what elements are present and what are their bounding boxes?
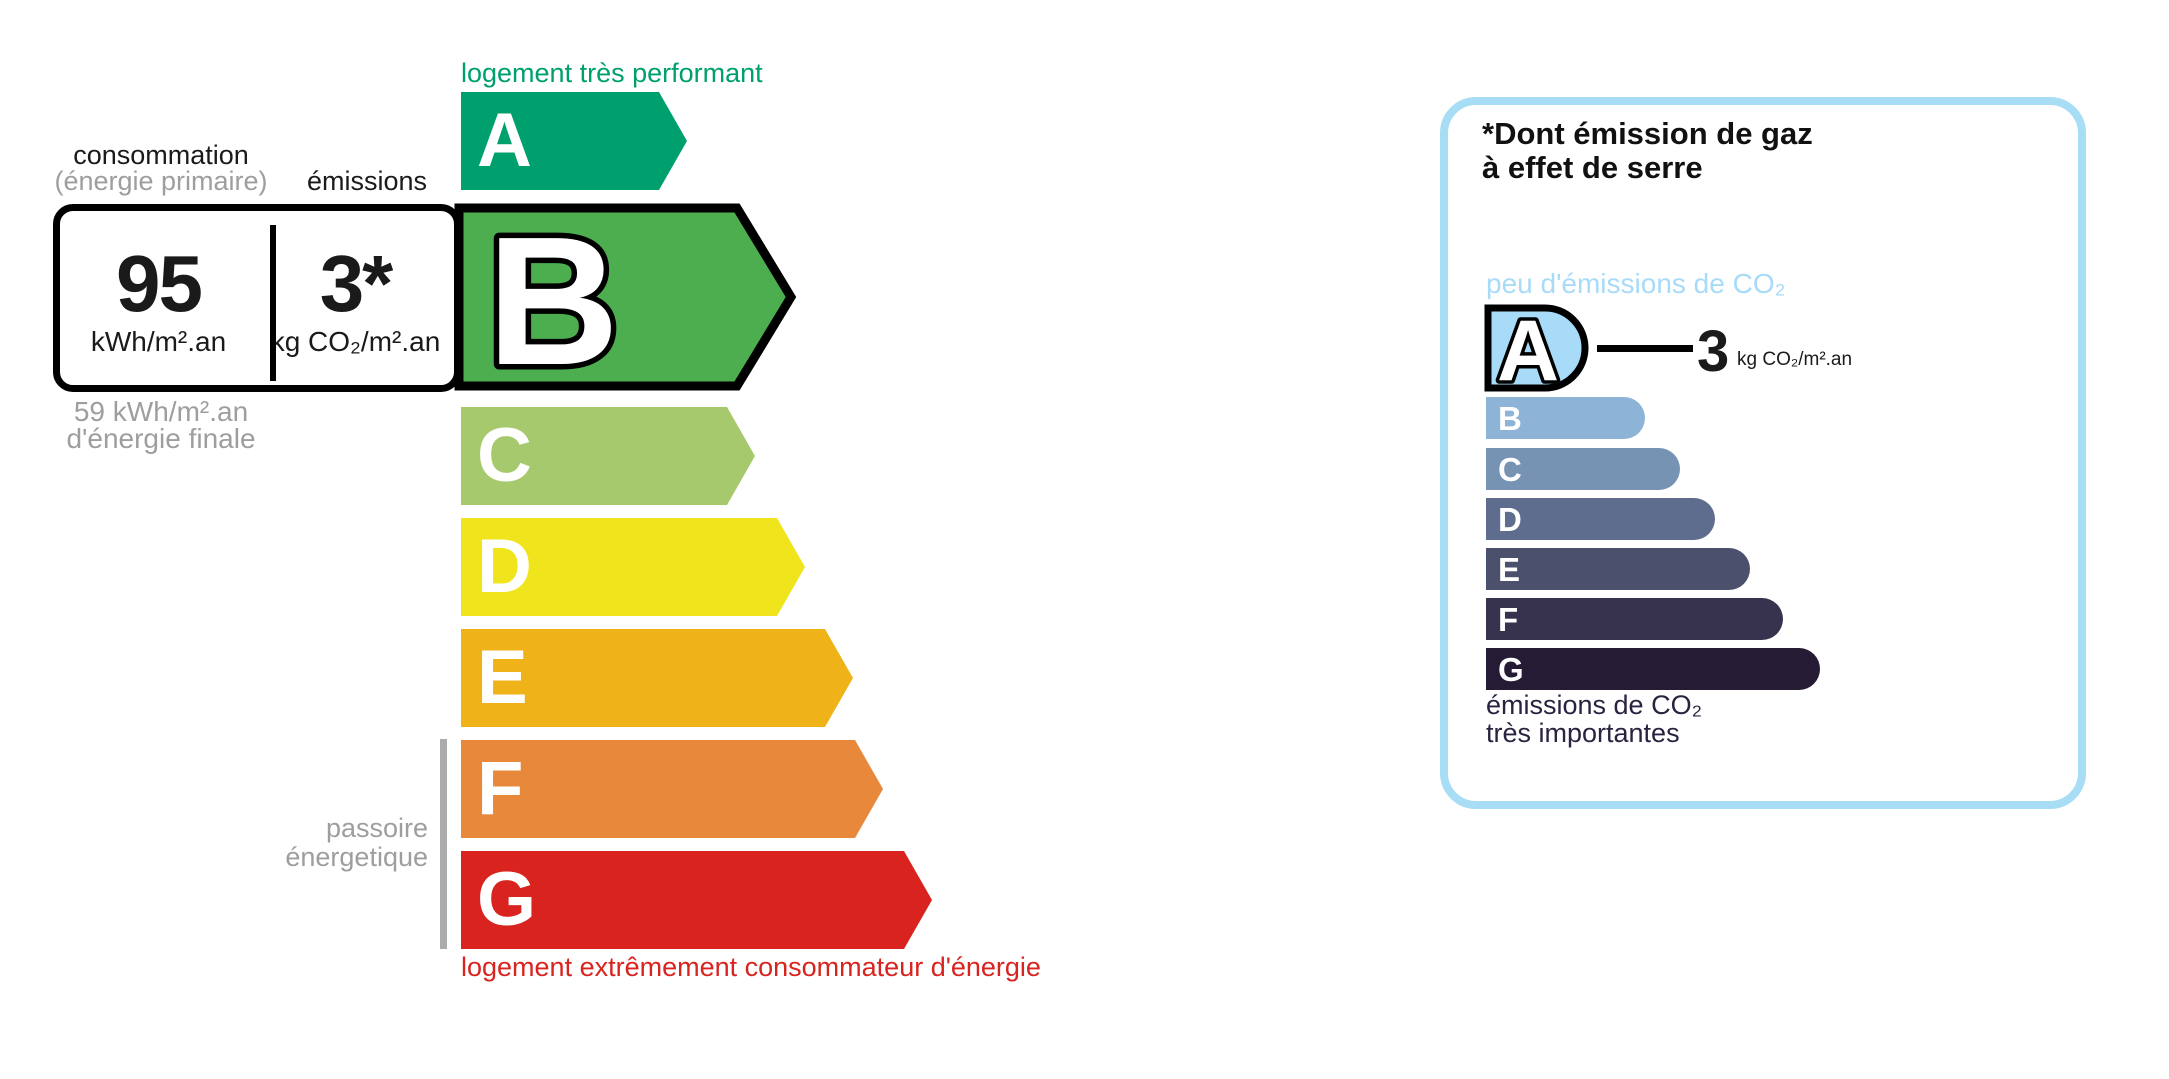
bottom-consumption-label: logement extrêmement consommateur d'éner… [461, 952, 1041, 982]
energy-sieve-rule [440, 739, 447, 949]
energy-bar-f: F [461, 740, 883, 838]
consumption-header: consommation [73, 140, 249, 170]
top-performance-label: logement très performant [461, 58, 763, 88]
current-grade-letter: B [487, 203, 619, 391]
co2-bar-c: C [1486, 448, 1680, 490]
co2-value-connector-line [1597, 345, 1693, 352]
co2-grade-badge: A [1484, 304, 1589, 392]
consumption-cell: 95 kWh/m².an [60, 211, 257, 385]
energy-bar-a: A [461, 92, 687, 190]
co2-value: 3 [1697, 319, 1730, 384]
co2-high-emissions-line2: très importantes [1486, 718, 1680, 748]
co2-bar-b: B [1486, 397, 1645, 439]
consumption-subheader: (énergie primaire) [54, 166, 268, 196]
co2-grade-badge-shape [1484, 304, 1589, 392]
energy-bar-c: C [461, 407, 755, 505]
emissions-value: 3* [319, 239, 394, 328]
co2-value-unit: kg CO₂/m².an [1737, 349, 1853, 370]
co2-bar-c-letter: C [1498, 450, 1522, 488]
energy-sieve-line2: énergetique [285, 842, 428, 872]
energy-bar-f-letter: F [477, 746, 524, 831]
final-energy-note: 59 kWh/m².an d'énergie finale [40, 396, 282, 454]
emissions-unit: kg CO₂/m².an [270, 326, 441, 357]
co2-bar-e: E [1486, 548, 1750, 590]
current-grade-arrow-shape [454, 203, 796, 391]
co2-bar-b-letter: B [1498, 399, 1522, 437]
energy-bar-e: E [461, 629, 853, 727]
co2-low-emissions-label: peu d'émissions de CO₂ [1486, 268, 1786, 299]
consumption-unit: kWh/m².an [90, 326, 227, 357]
emissions-header: émissions [306, 166, 428, 196]
score-box-divider [270, 225, 276, 381]
co2-high-emissions-label: émissions de CO₂ très importantes [1486, 691, 1702, 747]
co2-panel-title-line1: *Dont émission de gaz [1482, 116, 1813, 151]
current-grade-arrow: B [454, 203, 796, 391]
co2-panel-title: *Dont émission de gaz à effet de serre [1482, 117, 1813, 185]
co2-high-emissions-line1: émissions de CO₂ [1486, 690, 1703, 720]
co2-panel-title-line2: à effet de serre [1482, 150, 1703, 185]
energy-bar-e-letter: E [477, 635, 528, 720]
co2-bar-e-letter: E [1498, 550, 1521, 588]
co2-bar-g-letter: G [1498, 650, 1524, 688]
emissions-cell: 3* kg CO₂/m².an [257, 211, 454, 385]
co2-bar-g: G [1486, 648, 1820, 690]
energy-bar-c-letter: C [477, 413, 532, 498]
energy-sieve-line1: passoire [325, 813, 428, 843]
consumption-value: 95 [116, 239, 203, 328]
energy-bar-d-letter: D [477, 524, 532, 609]
final-energy-line2: d'énergie finale [66, 423, 256, 454]
energy-sieve-label: passoire énergetique [218, 814, 428, 872]
co2-bar-f: F [1486, 598, 1783, 640]
score-box: 95 kWh/m².an 3* kg CO₂/m².an [53, 204, 461, 392]
co2-bar-d: D [1486, 498, 1715, 540]
energy-bar-g: G [461, 851, 932, 949]
co2-bar-f-letter: F [1498, 600, 1519, 638]
co2-grade-badge-letter: A [1497, 304, 1559, 392]
energy-bar-g-letter: G [477, 857, 537, 942]
energy-bar-d: D [461, 518, 805, 616]
co2-bar-d-letter: D [1498, 500, 1522, 538]
energy-bar-a-letter: A [477, 98, 532, 183]
final-energy-line1: 59 kWh/m².an [73, 396, 249, 427]
